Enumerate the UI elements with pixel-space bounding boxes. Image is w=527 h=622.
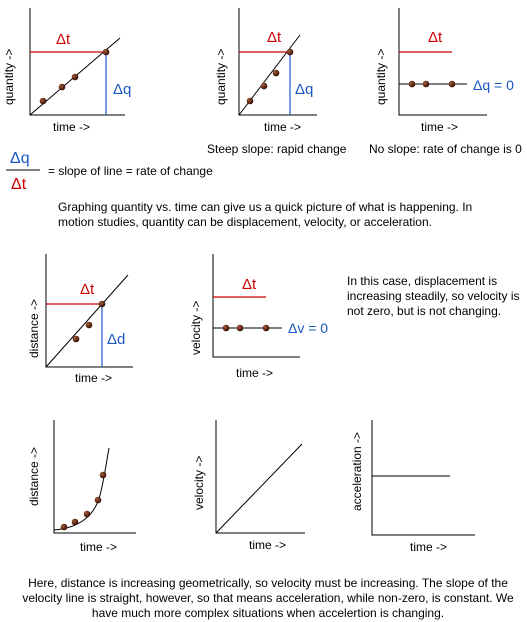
axes	[53, 420, 136, 534]
x-axis-label: time ->	[53, 120, 90, 134]
formula-denominator: Δt	[11, 176, 27, 193]
data-point	[71, 73, 79, 81]
formula-text: = slope of line = rate of change	[48, 164, 213, 178]
y-axis-label: quantity ->	[374, 49, 388, 105]
data-point	[39, 97, 47, 105]
y-axis-label: velocity ->	[189, 301, 203, 355]
data-line	[45, 274, 129, 368]
x-axis-label: time ->	[75, 371, 112, 385]
data-point	[422, 80, 430, 88]
axes	[215, 420, 305, 534]
data-point	[83, 510, 91, 518]
data-point	[72, 335, 80, 343]
graph-velocity-constant: Δt Δv = 0 velocity -> time ->	[189, 254, 328, 380]
x-axis-label: time ->	[80, 540, 117, 554]
y-axis-label: distance ->	[27, 299, 41, 358]
data-point	[448, 80, 456, 88]
steady-paragraph: In this case, displacement is increasing…	[347, 274, 520, 318]
y-axis-label: distance ->	[27, 447, 41, 506]
caption-none: No slope: rate of change is 0	[369, 142, 522, 156]
graph-quantity-steep: Δt Δq quantity -> time -> Steep slope: r…	[207, 8, 347, 156]
axes	[398, 8, 487, 116]
delta-v-zero-label: Δv = 0	[288, 320, 328, 336]
graph-quantity-flat: Δt Δq = 0 quantity -> time -> No slope: …	[369, 8, 522, 156]
data-point	[99, 471, 107, 479]
data-point	[260, 82, 268, 90]
x-axis-label: time ->	[249, 538, 286, 552]
x-axis-label: time ->	[236, 366, 273, 380]
graph-acceleration-constant: acceleration -> time ->	[350, 420, 475, 554]
data-point	[98, 300, 106, 308]
data-point	[222, 324, 230, 332]
y-axis-label: quantity ->	[2, 49, 16, 105]
graph-distance-linear: Δt Δd distance -> time ->	[27, 254, 133, 385]
delta-q-label: Δq	[113, 81, 131, 98]
graph-quantity-moderate: Δt Δq quantity -> time ->	[2, 8, 131, 134]
data-point	[408, 80, 416, 88]
y-axis-label: acceleration ->	[350, 432, 364, 511]
data-point	[286, 48, 294, 56]
data-point	[262, 324, 270, 332]
delta-t-label: Δt	[80, 281, 95, 298]
graph-velocity-linear: velocity -> time ->	[192, 420, 305, 552]
geometric-paragraph: Here, distance is increasing geometrical…	[22, 576, 514, 620]
delta-t-label: Δt	[267, 29, 282, 46]
data-curve	[53, 447, 110, 531]
graph-distance-curve: distance -> time ->	[27, 420, 136, 554]
slope-formula: Δq Δt = slope of line = rate of change	[6, 150, 213, 193]
delta-t-label: Δt	[56, 31, 71, 48]
axes	[371, 420, 475, 536]
intro-paragraph: Graphing quantity vs. time can give us a…	[58, 200, 473, 229]
delta-t-label: Δt	[242, 276, 257, 293]
data-point	[85, 321, 93, 329]
formula-numerator: Δq	[10, 150, 30, 167]
delta-q-label: Δq	[295, 81, 313, 98]
data-point	[58, 83, 66, 91]
axes	[212, 254, 300, 358]
caption-steep: Steep slope: rapid change	[207, 142, 347, 156]
data-point	[94, 496, 102, 504]
delta-q-zero-label: Δq = 0	[473, 77, 514, 93]
delta-d-label: Δd	[107, 331, 125, 348]
data-point	[60, 523, 68, 531]
x-axis-label: time ->	[410, 540, 447, 554]
data-point	[236, 324, 244, 332]
data-point	[272, 69, 280, 77]
data-line	[215, 443, 303, 534]
delta-t-label: Δt	[428, 29, 443, 46]
axes	[45, 254, 133, 368]
data-point	[102, 48, 110, 56]
data-point	[71, 518, 79, 526]
x-axis-label: time ->	[421, 120, 458, 134]
data-point	[246, 97, 254, 105]
y-axis-label: quantity ->	[214, 49, 228, 105]
x-axis-label: time ->	[264, 120, 301, 134]
y-axis-label: velocity ->	[192, 456, 206, 510]
